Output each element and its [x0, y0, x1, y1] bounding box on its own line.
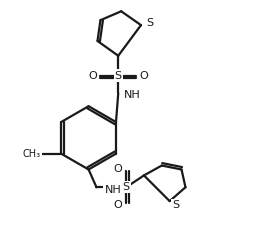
Text: NH: NH: [104, 185, 121, 195]
Text: S: S: [115, 70, 122, 81]
Text: S: S: [146, 18, 153, 28]
Text: S: S: [172, 200, 179, 210]
Text: O: O: [114, 200, 123, 210]
Text: NH: NH: [124, 90, 141, 100]
Text: CH₃: CH₃: [22, 149, 41, 159]
Text: O: O: [140, 70, 148, 81]
Text: O: O: [88, 70, 97, 81]
Text: O: O: [114, 164, 123, 175]
Text: S: S: [123, 182, 130, 192]
